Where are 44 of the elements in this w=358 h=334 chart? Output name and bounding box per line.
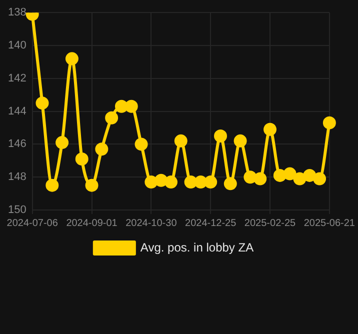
y-tick-label: 144 (8, 105, 26, 118)
point (65, 52, 78, 66)
point (273, 168, 286, 182)
y-tick-label: 142 (8, 72, 26, 84)
point (283, 167, 296, 180)
x-tick-label: 2024-12-25 (185, 218, 237, 229)
point (303, 168, 316, 182)
point (95, 142, 108, 156)
x-tick-label: 2025-06-21 (304, 218, 356, 229)
point (214, 129, 227, 142)
y-tick-label: 150 (8, 204, 26, 216)
point (174, 134, 188, 148)
point (164, 176, 178, 189)
point (224, 177, 237, 190)
point (204, 176, 218, 189)
y-tick-label: 138 (8, 6, 26, 19)
point (154, 174, 168, 187)
point (234, 134, 247, 148)
point (293, 172, 306, 186)
point (134, 138, 148, 151)
x-tick-label: 2025-02-25 (244, 218, 296, 229)
point (322, 116, 336, 130)
point (254, 172, 267, 186)
y-tick-label: 148 (8, 171, 26, 184)
y-tick-label: 140 (8, 40, 26, 52)
point (124, 100, 138, 113)
point (85, 178, 98, 192)
point (313, 172, 326, 186)
point (194, 176, 208, 189)
x-tick-label: 2024-10-30 (126, 218, 178, 229)
point (244, 170, 257, 184)
x-tick-label: 2024-09-01 (66, 218, 118, 229)
legend-label: Avg. pos. in lobby ZA (140, 240, 254, 254)
point (36, 96, 49, 110)
point (56, 136, 69, 150)
point (46, 178, 59, 192)
point (75, 152, 88, 166)
y-tick-label: 146 (8, 138, 26, 150)
point (184, 176, 198, 189)
point (144, 176, 158, 189)
x-tick-label: 2024-07-06 (6, 218, 58, 229)
point (264, 122, 277, 136)
point (114, 100, 128, 113)
point (105, 111, 118, 124)
